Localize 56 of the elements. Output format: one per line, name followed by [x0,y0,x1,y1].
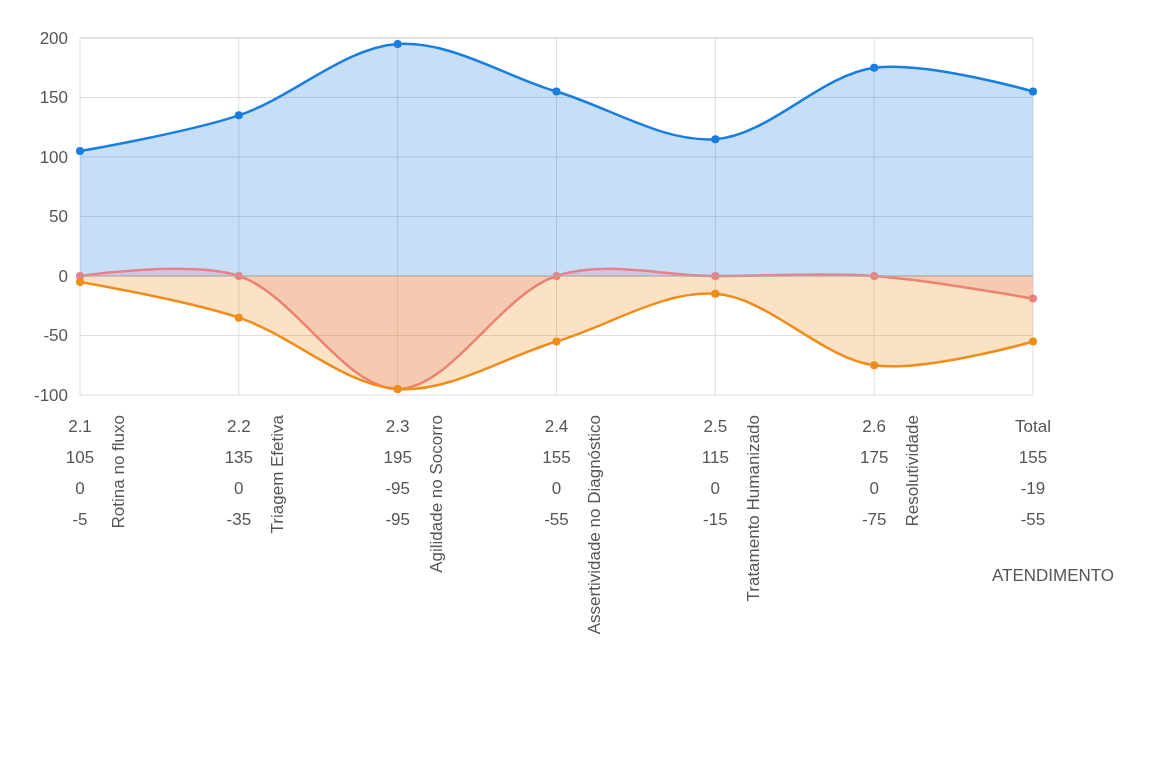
x-tick-label: 2.5 [703,417,728,436]
data-label: 175 [859,448,889,467]
x-tick-label: 2.6 [862,417,886,436]
data-label: 105 [65,448,95,467]
data-label: 0 [869,479,879,498]
point [76,277,84,286]
text: Tratamento Humanizado [744,415,764,602]
data-label: 115 [701,448,729,467]
x-tick-label: 2.1 [68,417,92,436]
data-label: -55 [544,510,569,529]
text: Resolutividade [903,415,923,527]
text: Triagem Efetiva [267,414,287,534]
text: Rotina no fluxo [108,415,128,529]
point [1029,87,1037,96]
data-label: 155 [1018,448,1048,467]
y-tick-label: 200 [39,28,68,48]
data-label: 0 [551,479,562,498]
text: Agilidade no Socorro [426,415,446,573]
point [234,313,243,322]
y-tick-label: 150 [39,88,68,108]
data-label: -15 [703,510,728,529]
point [870,63,879,72]
data-label: 155 [542,448,571,467]
point [552,337,561,346]
point [870,361,879,370]
data-label: 0 [234,479,244,498]
point [711,289,720,298]
x-tick-label: Total [1015,417,1051,436]
y-tick-label: -50 [43,326,68,346]
point [393,39,402,48]
text: Assertividade no Diagnóstico [585,415,605,635]
data-label: -5 [72,510,88,529]
data-label: 0 [75,479,85,498]
y-tick-label: 100 [39,147,68,167]
point [1029,337,1037,346]
text: ATENDIMENTO [991,566,1115,585]
point [1029,294,1037,303]
data-label: 135 [224,448,254,467]
data-label: -75 [861,510,887,529]
data-label: -35 [226,510,252,529]
x-tick-label: 2.2 [227,417,251,436]
data-label: 0 [710,479,721,498]
point [711,135,720,144]
point [76,147,84,156]
point [234,111,243,120]
point [552,87,561,96]
data-label: -95 [385,479,410,498]
data-label: -95 [385,510,410,529]
y-tick-label: 50 [49,207,68,227]
data-label: -55 [1020,510,1046,529]
y-tick-label: 0 [58,266,68,286]
data-label: 195 [383,448,412,467]
y-tick-label: -100 [33,385,68,405]
x-tick-label: 2.3 [385,417,410,436]
data-label: -19 [1020,479,1046,498]
x-tick-label: 2.4 [544,417,569,436]
